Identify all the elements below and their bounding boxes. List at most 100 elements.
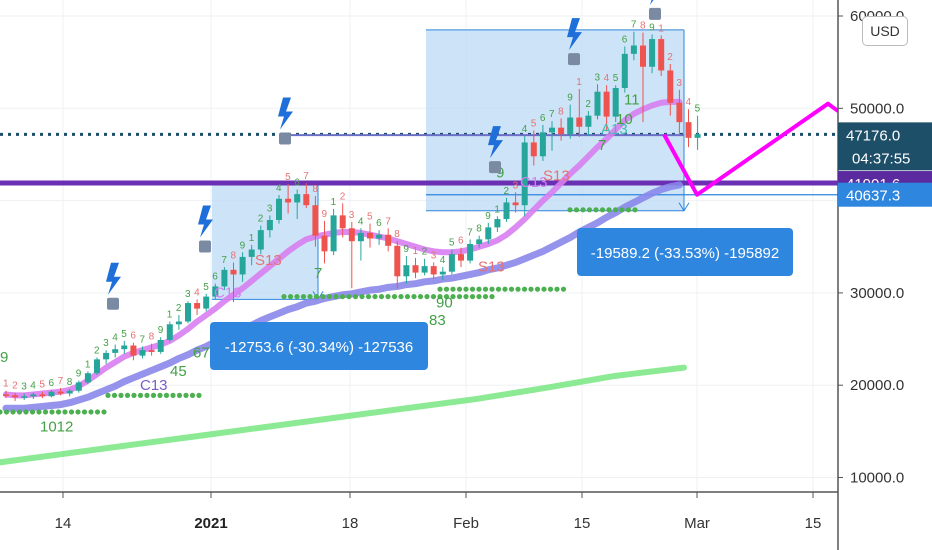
flash-marker-icon xyxy=(107,297,119,310)
candle-body xyxy=(75,382,82,391)
sequence-count: 2 xyxy=(504,186,510,197)
x-tick-label: 15 xyxy=(574,515,591,532)
sequence-count: 3 xyxy=(349,210,355,221)
candle-body xyxy=(640,45,646,67)
candle-body xyxy=(84,373,91,383)
sequence-count: 1 xyxy=(331,197,337,208)
sequence-count: 2 xyxy=(176,303,182,314)
price-badges: 47176.004:37:5541901.640637.3 xyxy=(838,122,932,207)
candle-body xyxy=(549,127,555,133)
projection-line xyxy=(662,101,840,197)
support-dot xyxy=(0,409,3,415)
support-dot xyxy=(101,409,107,415)
sequence-count: 2 xyxy=(667,52,673,63)
sequence-count: 3 xyxy=(676,78,682,89)
sequence-count: 9 xyxy=(485,211,491,222)
sequence-label: S13 xyxy=(255,252,282,269)
candle-body xyxy=(94,359,100,374)
sequence-count: 5 xyxy=(285,172,291,183)
sequence-count: 8 xyxy=(149,332,155,343)
sequence-count: 8 xyxy=(640,21,646,32)
support-dot xyxy=(352,293,359,300)
support-dot xyxy=(176,392,183,398)
candle-body xyxy=(694,134,701,138)
sequence-count: 7 xyxy=(385,216,391,227)
sequence-count: 7 xyxy=(58,376,64,387)
flash-marker-icon xyxy=(199,240,211,253)
candle-body xyxy=(248,249,255,257)
level-2-badge xyxy=(838,182,932,207)
sequence-label: C13 xyxy=(214,285,242,302)
sequence-count: 6 xyxy=(376,218,382,229)
candle-body xyxy=(576,117,583,127)
support-dot xyxy=(62,409,68,415)
support-dot xyxy=(333,293,339,300)
candle-body xyxy=(321,235,328,252)
candle-body xyxy=(649,39,656,67)
support-dot xyxy=(320,293,326,300)
support-dot xyxy=(307,293,313,300)
x-tick-label: 14 xyxy=(55,515,72,532)
sequence-count: 5 xyxy=(367,212,373,223)
sequence-count: 6 xyxy=(458,236,464,247)
candle-body xyxy=(439,271,446,275)
candle-body xyxy=(312,205,319,236)
candle-body xyxy=(357,232,364,242)
sequence-count: 2 xyxy=(340,191,346,202)
candle-body xyxy=(385,234,392,246)
support-dot xyxy=(482,286,489,292)
sequence-count: 3 xyxy=(513,180,519,191)
support-dot xyxy=(404,293,411,300)
support-dot xyxy=(424,293,430,300)
support-dot xyxy=(55,409,62,415)
support-dot xyxy=(372,293,378,300)
support-dot xyxy=(105,392,111,398)
sequence-count: 5 xyxy=(695,104,701,115)
sequence-count: 1 xyxy=(249,233,255,244)
sequence-count: 4 xyxy=(30,381,36,392)
sequence-count: 3 xyxy=(267,203,273,214)
sequence-count: 1 xyxy=(167,310,173,321)
sequence-count: 4 xyxy=(112,333,118,344)
support-dot xyxy=(456,293,463,300)
support-dot xyxy=(599,207,606,213)
support-dot xyxy=(437,286,443,292)
candle-body xyxy=(503,202,510,220)
sequence-label: S13 xyxy=(478,259,505,276)
candle-body xyxy=(175,321,182,325)
sequence-label: 83 xyxy=(429,312,446,329)
candle-body xyxy=(676,102,683,123)
candle-body xyxy=(166,324,173,340)
flash-icon xyxy=(488,126,503,159)
support-dot xyxy=(528,286,534,292)
support-dot xyxy=(476,293,482,300)
candle-body xyxy=(212,286,219,297)
candle-body xyxy=(612,87,619,117)
sequence-count: 1 xyxy=(85,359,91,370)
candle-body xyxy=(539,132,546,157)
candle-body xyxy=(685,122,692,138)
measure-labels: -12753.6 (-30.34%) -127536 -19589.2 (-33.… xyxy=(210,228,793,370)
candle-body xyxy=(558,127,565,135)
y-tick-label: 20000.0 xyxy=(850,377,904,394)
support-dot xyxy=(580,207,586,213)
support-dot xyxy=(463,293,469,300)
sequence-count: 6 xyxy=(294,178,300,189)
support-dot xyxy=(163,392,170,398)
sequence-count: 5 xyxy=(449,238,455,249)
sequence-label: 9 xyxy=(496,165,504,182)
flash-icons xyxy=(106,0,661,310)
support-dot xyxy=(359,293,365,300)
candle-body xyxy=(148,350,155,352)
flash-icon xyxy=(198,205,213,238)
support-dot xyxy=(476,286,482,292)
y-tick-label: 30000.0 xyxy=(850,285,904,302)
currency-unit-button[interactable]: USD xyxy=(862,16,908,46)
candles xyxy=(3,31,701,401)
support-dot xyxy=(489,286,495,292)
candle-body xyxy=(412,265,419,273)
sequence-label: C13 xyxy=(140,377,168,394)
support-dot xyxy=(157,392,163,398)
support-dot xyxy=(88,409,94,415)
